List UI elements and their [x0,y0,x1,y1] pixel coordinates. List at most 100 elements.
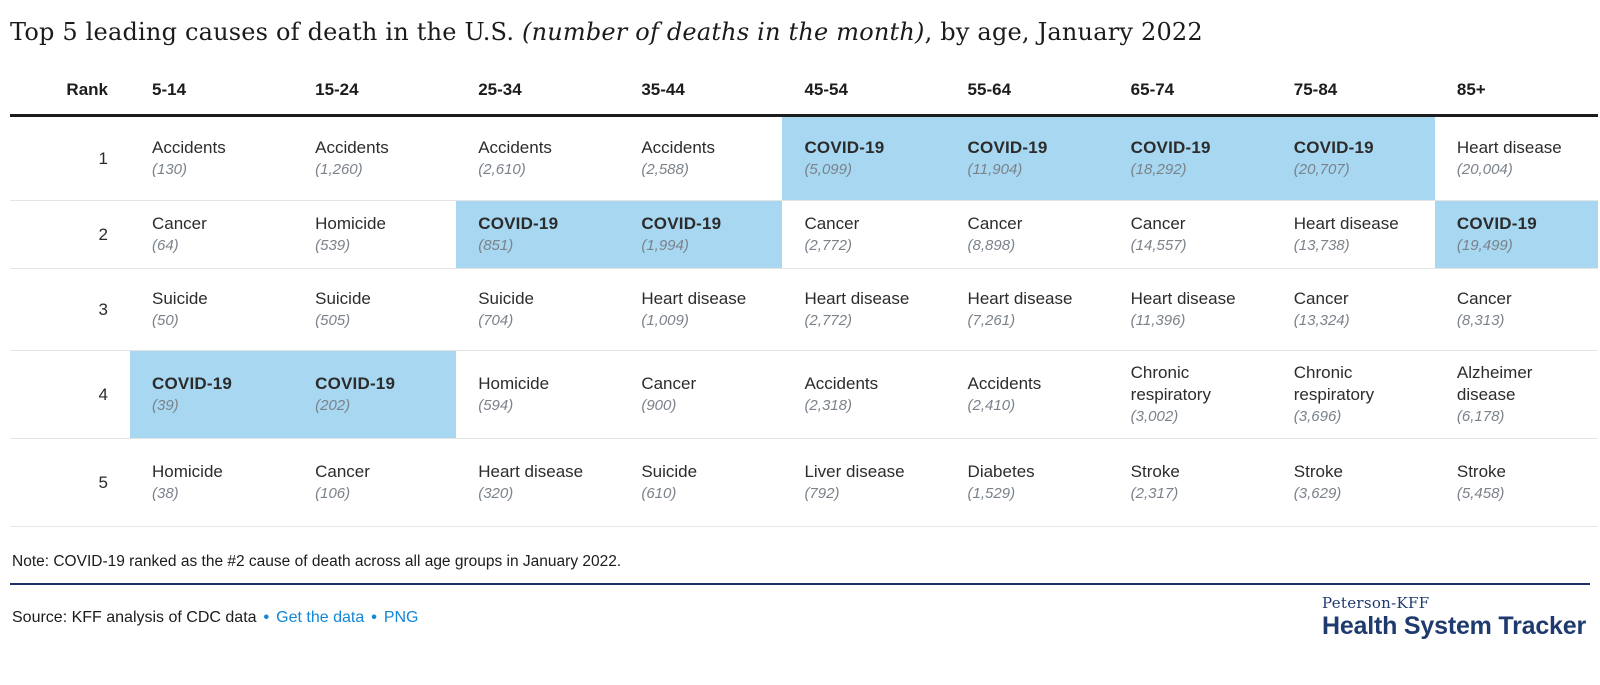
cause-cell: Cancer (8,313) [1434,268,1598,351]
death-count: (50) [152,312,179,329]
death-count: (13,738) [1293,237,1350,254]
table-row: 1 Accidents (130) Accidents (1,260) Accidents… [10,115,1598,201]
death-count: (792) [804,485,840,502]
get-the-data-link[interactable]: Get the data [276,609,365,626]
cause-name: Heart disease [1293,214,1399,233]
bullet-separator: • [371,609,377,626]
cause-cell: COVID-19 (5,099) [782,115,946,201]
death-count: (2,318) [804,397,852,414]
cause-name: COVID-19 [1456,214,1537,233]
death-count: (38) [152,485,179,502]
logo-peterson-kff: Peterson-KFF [1321,594,1430,612]
death-count: (14,557) [1130,237,1187,254]
death-count: (13,324) [1293,312,1350,329]
cause-name: Accidents [967,374,1042,393]
cause-cell: Stroke (5,458) [1434,438,1598,527]
table-row: 5 Homicide (38) Cancer (106) Heart disease (32… [10,438,1598,527]
png-download-link[interactable]: PNG [383,609,419,626]
chart-container: Top 5 leading causes of death in the U.S… [10,18,1598,641]
death-count: (320) [478,485,514,502]
cause-name: Heart disease [804,289,910,308]
cause-cell: Homicide (539) [293,200,457,269]
cause-name: Stroke [1130,462,1180,481]
cause-name: Stroke [1293,462,1343,481]
death-count: (11,904) [967,161,1023,178]
cause-cell: Diabetes (1,529) [945,438,1109,527]
cause-cell: COVID-19 (39) [130,350,294,439]
cause-name: COVID-19 [315,374,396,393]
logo: Peterson-KFF Health System Tracker [1321,594,1586,641]
cause-cell: Suicide (505) [293,268,457,351]
death-count: (2,588) [641,161,689,178]
death-count: (7,261) [967,312,1016,329]
death-count: (6,178) [1456,408,1505,425]
death-count: (1,529) [967,485,1016,502]
cause-name: Cancer [1456,289,1512,308]
col-header-age-65-74: 65-74 [1108,80,1272,117]
cause-name: Heart disease [1456,138,1562,157]
cause-name: Heart disease [478,462,584,481]
col-header-rank: Rank [10,80,130,117]
cause-name: Homicide [315,214,386,233]
rank-cell: 2 [10,200,130,269]
col-header-age-25-34: 25-34 [456,80,620,117]
cause-cell: Accidents (1,260) [293,116,456,201]
cause-cell: Heart disease (11,396) [1108,268,1272,351]
cause-name: Accidents [478,138,552,157]
death-count: (505) [315,312,351,329]
death-count: (2,772) [804,312,852,329]
cause-name: Chronic respiratory [1293,363,1375,404]
cause-cell: Cancer (2,772) [782,200,946,269]
cause-cell: Cancer (900) [619,350,783,439]
cause-name: Cancer [967,214,1023,233]
cause-cell: COVID-19 (202) [293,350,457,439]
footer: Source: KFF analysis of CDC data • Get the… [10,585,1590,641]
cause-cell: Heart disease (7,261) [945,268,1109,351]
cause-cell: COVID-19 (11,904) [945,115,1109,201]
cause-cell: COVID-19 (851) [456,200,620,269]
death-count: (64) [152,237,179,254]
cause-name: COVID-19 [641,214,722,233]
cause-cell: Alzheimer disease (6,178) [1434,350,1598,439]
title-subtitle-italic: (number of deaths in the month) [522,18,925,46]
table-row: 2 Cancer (64) Homicide (539) COVID-19 (851) COV… [10,200,1598,269]
death-count: (20,004) [1456,161,1513,178]
cause-cell: Stroke (3,629) [1271,438,1435,527]
cause-cell: Chronic respiratory (3,696) [1271,350,1435,439]
cause-cell: Heart disease (320) [456,438,620,527]
death-count: (5,099) [804,161,852,178]
cause-cell: Cancer (14,557) [1108,200,1272,269]
death-count: (2,610) [478,161,526,178]
table-header-row: Rank 5-14 15-24 25-34 35-44 45-54 55-64 65-74 75… [10,80,1598,117]
rank-cell: 4 [10,350,130,439]
cause-name: Liver disease [804,462,905,481]
cause-name: COVID-19 [478,214,559,233]
cause-cell: Heart disease (13,738) [1271,200,1435,269]
table-body: 1 Accidents (130) Accidents (1,260) Accidents… [10,115,1598,527]
death-count: (8,313) [1456,312,1505,329]
title-suffix: , by age, January 2022 [924,18,1203,46]
death-count: (2,772) [804,237,852,254]
cause-cell: Suicide (610) [619,438,783,527]
cause-name: Cancer [641,374,697,393]
cause-name: Suicide [641,462,698,481]
col-header-age-5-14: 5-14 [130,80,294,117]
cause-cell: Cancer (8,898) [945,200,1109,269]
rank-cell: 1 [98,148,108,168]
col-header-age-45-54: 45-54 [782,80,946,117]
cause-name: Heart disease [967,289,1073,308]
cause-cell: Chronic respiratory (3,002) [1108,350,1272,439]
death-count: (106) [315,485,351,502]
cause-cell: Cancer (106) [293,438,457,527]
death-count: (3,696) [1293,408,1342,425]
cause-cell: COVID-19 (1,994) [619,200,783,269]
table-row: 3 Suicide (50) Suicide (505) Suicide (704) Hear… [10,268,1598,351]
cause-name: COVID-19 [804,138,885,157]
cause-cell: Heart disease (20,004) [1435,116,1598,201]
cause-name: Heart disease [641,289,747,308]
cause-name: Cancer [315,462,370,481]
cause-name: COVID-19 [967,138,1048,157]
death-count: (11,396) [1130,312,1186,329]
cause-name: COVID-19 [1293,138,1374,157]
death-count: (19,499) [1456,237,1513,254]
